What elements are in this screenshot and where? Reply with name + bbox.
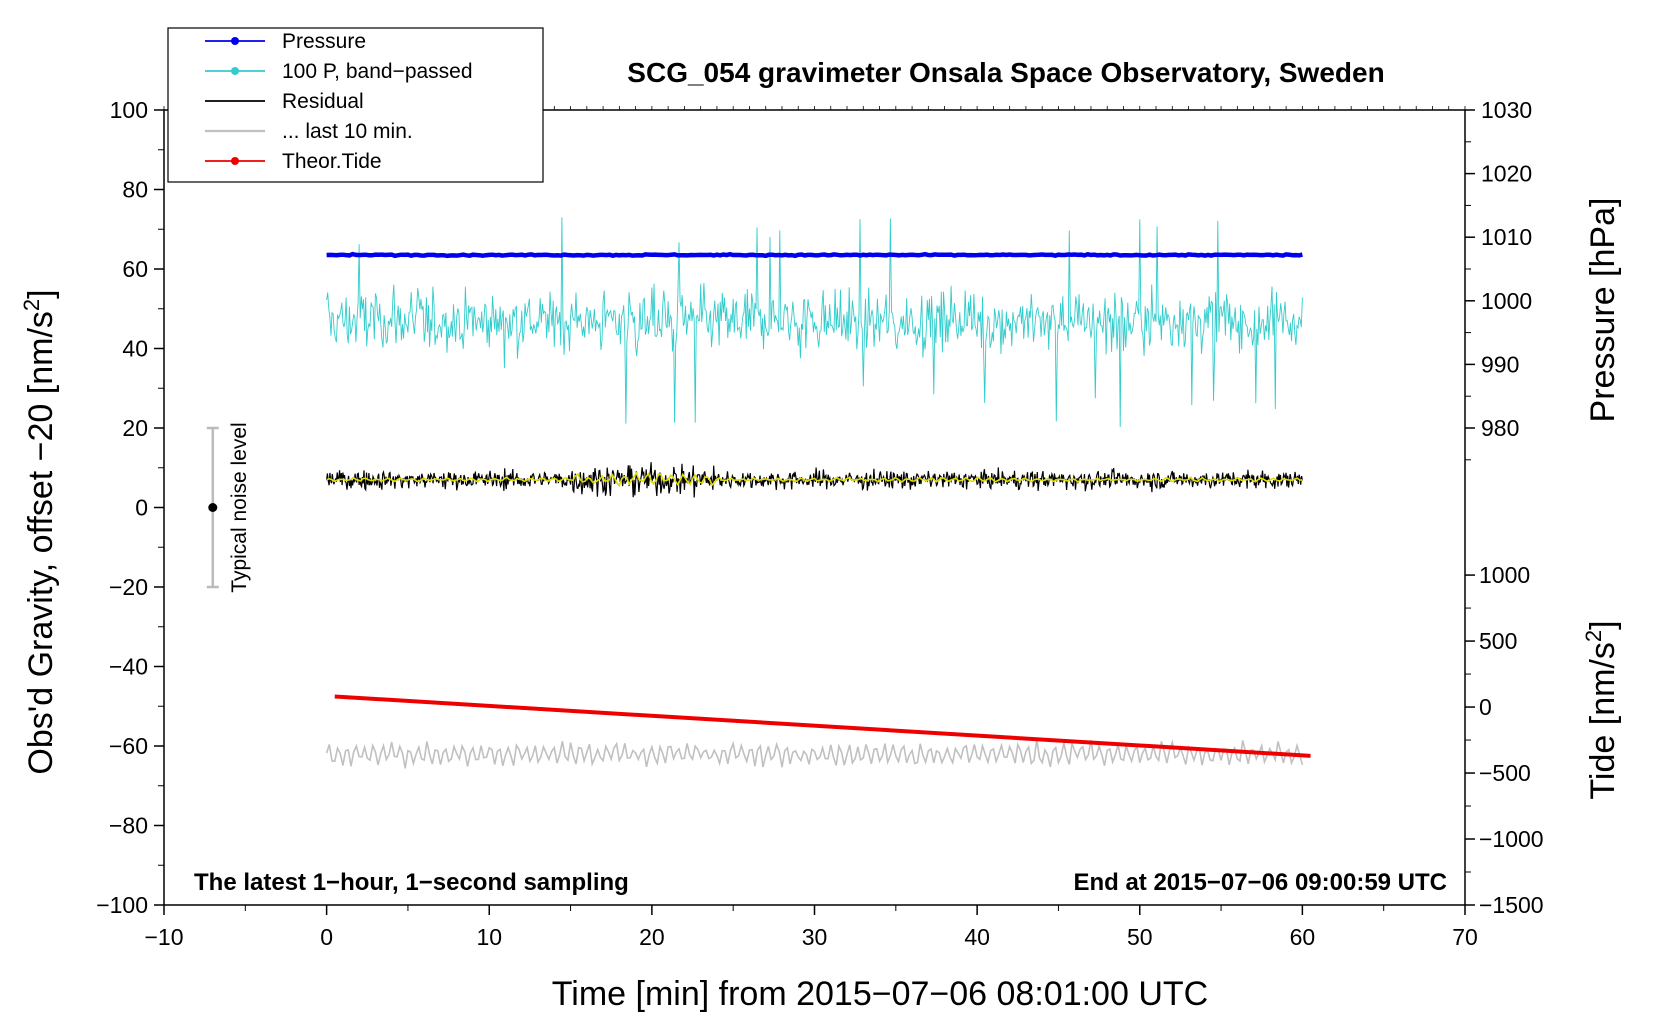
noise-bar-center-dot (208, 503, 218, 512)
pressure-tick-label: 1000 (1481, 288, 1532, 314)
pressure-tick-label: 990 (1481, 351, 1519, 377)
x-axis-title: Time [min] from 2015−07−06 08:01:00 UTC (552, 975, 1208, 1013)
data-layer (325, 217, 1311, 769)
series-pressure-line (326, 251, 1303, 259)
legend-marker (231, 67, 239, 75)
pressure-axis: 980 990 1000 1010 1020 1030 (1465, 97, 1532, 461)
noise-bar-label: Typical noise level (228, 422, 251, 592)
x-tick-label: 60 (1290, 924, 1316, 950)
y-left-tick-label: 0 (135, 495, 148, 521)
series-band-passed-pressure-line (326, 217, 1303, 428)
x-tick-label: −10 (144, 924, 183, 950)
legend-label: Pressure (282, 30, 366, 53)
pressure-tick-label: 1010 (1481, 224, 1532, 250)
series-smoothed-residual-line (326, 471, 1303, 488)
y-left-tick-label: 80 (122, 177, 148, 203)
legend-label: 100 P, band−passed (282, 60, 473, 83)
y-left-tick-label: −80 (109, 813, 148, 839)
left-axis-title-sup: 2 (19, 299, 44, 311)
y-left-tick-label: 60 (122, 256, 148, 282)
legend-label: ... last 10 min. (282, 120, 413, 143)
legend: Pressure 100 P, band−passed Residual ... la… (167, 27, 544, 183)
x-tick-label: 30 (802, 924, 828, 950)
x-tick-label: 0 (320, 924, 333, 950)
tide-axis-title-sup: 2 (1581, 630, 1606, 642)
left-axis-title-tail: ] (22, 289, 60, 298)
x-tick-label: 70 (1452, 924, 1478, 950)
tide-axis-title-tail: ] (1584, 620, 1622, 629)
tide-tick-label: 0 (1479, 694, 1492, 720)
chart-title: SCG_054 gravimeter Onsala Space Observat… (627, 57, 1384, 88)
left-axis-title-main: Obs'd Gravity, offset −20 [nm/s (22, 311, 60, 774)
x-tick-label: 20 (639, 924, 665, 950)
series-theoretical-tide-line (334, 694, 1311, 758)
note-sampling: The latest 1−hour, 1−second sampling (194, 869, 629, 896)
tide-tick-label: 500 (1479, 628, 1517, 654)
legend-label: Theor.Tide (282, 150, 382, 173)
pressure-axis-title: Pressure [hPa] (1584, 198, 1622, 423)
y-left-tick-label: 20 (122, 415, 148, 441)
tide-axis-title: Tide [nm/s2] (1581, 620, 1622, 799)
legend-marker (231, 157, 239, 165)
pressure-tick-label: 1030 (1481, 97, 1532, 123)
y-left-tick-label: −40 (109, 654, 148, 680)
tide-axis: −1500 −1000 −500 0 500 1000 (1465, 562, 1544, 918)
pressure-tick-label: 1020 (1481, 161, 1532, 187)
x-tick-label: 10 (476, 924, 502, 950)
tide-tick-label: −500 (1479, 760, 1531, 786)
left-axis-title: Obs'd Gravity, offset −20 [nm/s2] (19, 289, 60, 774)
y-left-tick-label: 100 (110, 97, 148, 123)
x-axis: −10 0 10 20 30 40 50 60 70 (144, 106, 1478, 950)
noise-level-bar: Typical noise level (206, 422, 251, 593)
y-left-tick-label: 40 (122, 336, 148, 362)
tide-tick-label: −1500 (1479, 892, 1544, 918)
tide-tick-label: 1000 (1479, 562, 1530, 588)
note-end-time: End at 2015−07−06 09:00:59 UTC (1073, 869, 1447, 896)
y-left-tick-label: −60 (109, 733, 148, 759)
x-tick-label: 40 (964, 924, 990, 950)
series-last-10-min-line (325, 739, 1304, 769)
y-left-tick-label: −20 (109, 574, 148, 600)
tide-axis-title-main: Tide [nm/s (1584, 642, 1622, 799)
pressure-tick-label: 980 (1481, 415, 1519, 441)
x-tick-label: 50 (1127, 924, 1153, 950)
legend-marker (231, 37, 239, 45)
y-left-tick-label: −100 (96, 892, 148, 918)
legend-box (167, 27, 544, 183)
tide-tick-label: −1000 (1479, 826, 1544, 852)
left-y-axis: −100 −80 −60 −40 −20 0 20 40 60 80 100 (96, 97, 164, 918)
legend-label: Residual (282, 90, 364, 113)
